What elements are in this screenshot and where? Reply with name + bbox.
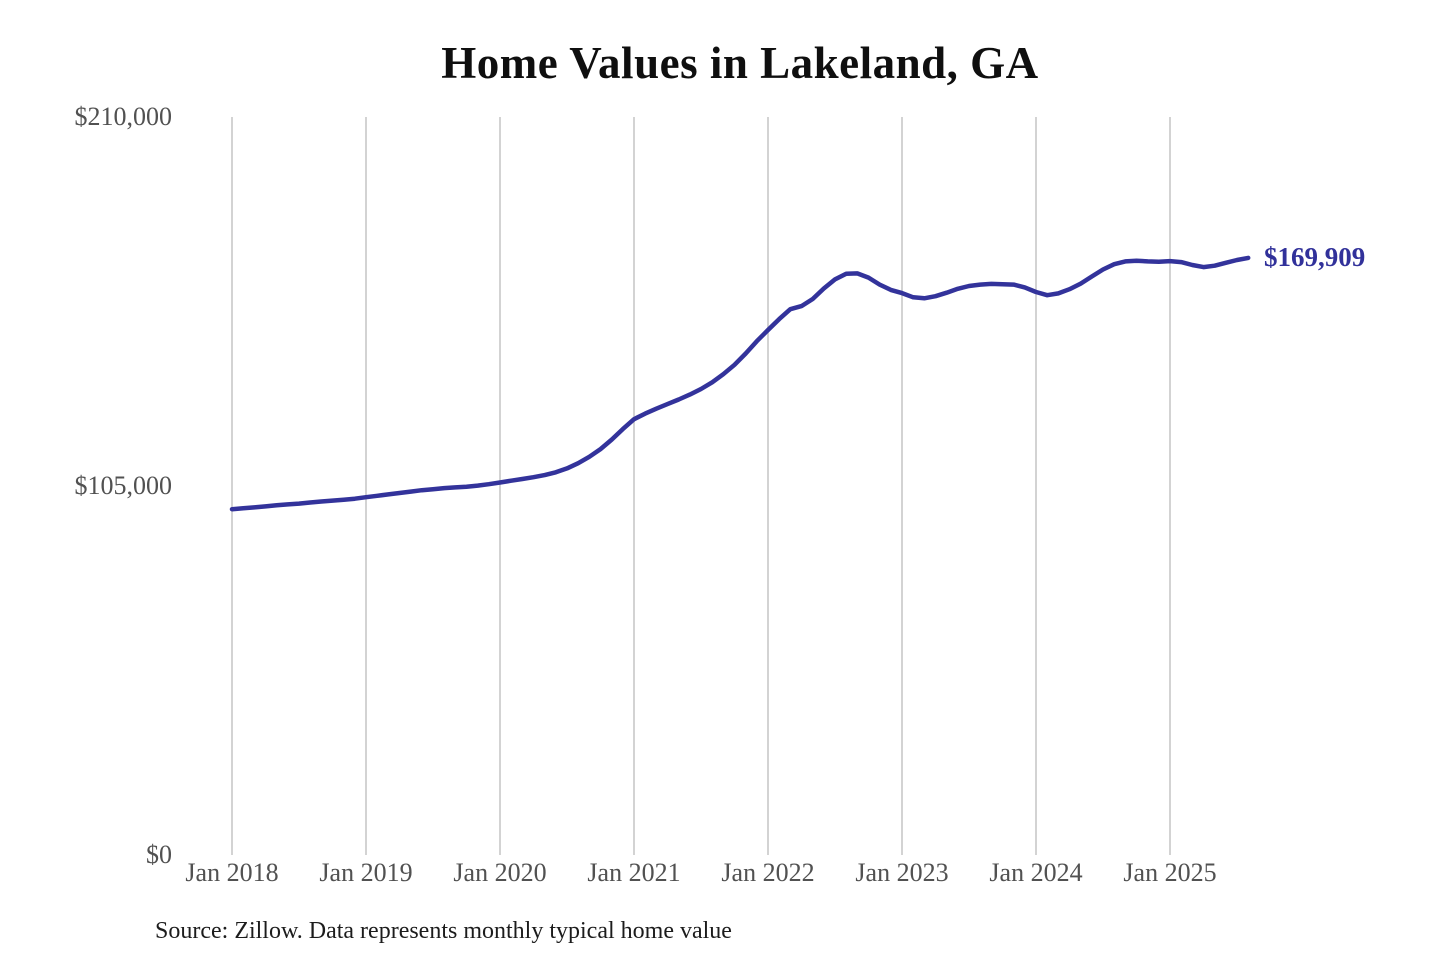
- x-tick-jan-2025: Jan 2025: [1123, 858, 1217, 887]
- x-tick-jan-2024: Jan 2024: [989, 858, 1083, 887]
- chart-title: Home Values in Lakeland, GA: [441, 38, 1039, 88]
- x-tick-jan-2018: Jan 2018: [185, 858, 279, 887]
- y-tick-210000: $210,000: [74, 102, 173, 131]
- x-tick-jan-2023: Jan 2023: [855, 858, 949, 887]
- y-tick-105000: $105,000: [74, 471, 173, 500]
- x-tick-jan-2022: Jan 2022: [721, 858, 815, 887]
- home-value-line-series: [229, 255, 1251, 512]
- x-tick-jan-2021: Jan 2021: [587, 858, 681, 887]
- x-tick-jan-2019: Jan 2019: [319, 858, 413, 887]
- y-tick-0: $0: [146, 840, 172, 869]
- current-value-label: $169,909: [1264, 242, 1366, 272]
- source-note: Source: Zillow. Data represents monthly …: [155, 918, 732, 944]
- x-tick-jan-2020: Jan 2020: [453, 858, 547, 887]
